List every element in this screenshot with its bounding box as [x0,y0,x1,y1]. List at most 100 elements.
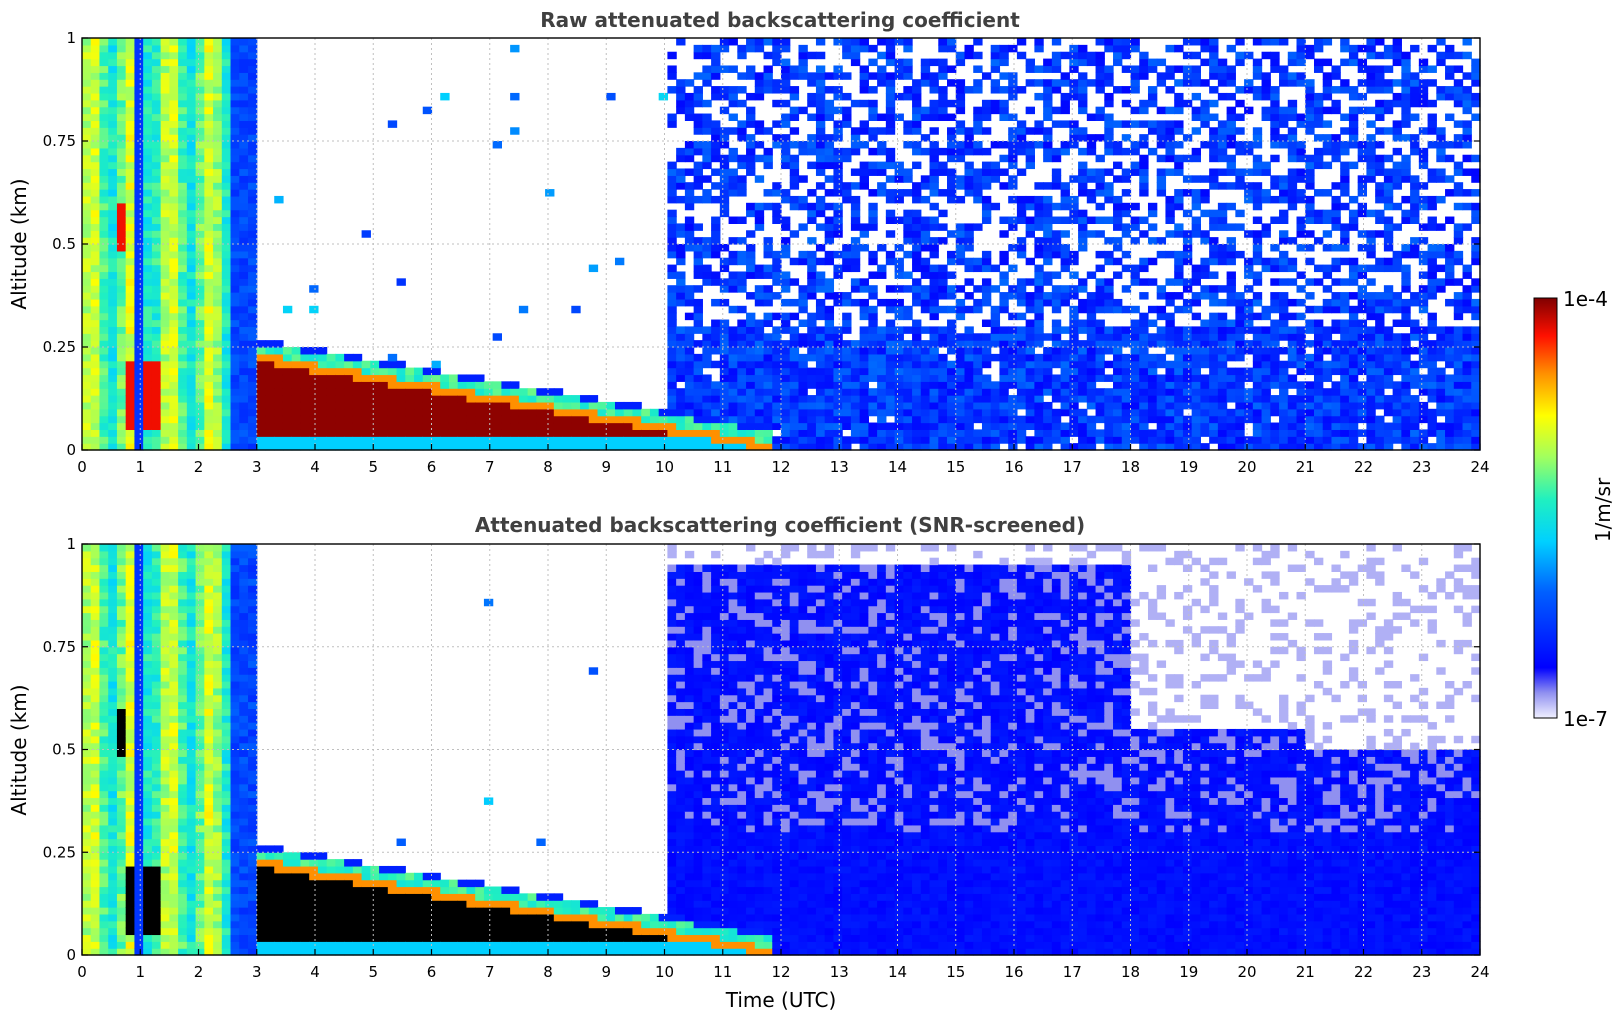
heatmap-cell [868,58,878,67]
heatmap-cell [1252,408,1263,417]
heatmap-cell [169,271,179,279]
heatmap-cell [1060,264,1070,273]
heatmap-cell [1331,106,1341,115]
heatmap-cell [230,134,240,142]
heatmap-cell [885,443,896,451]
heatmap-cell [1060,189,1070,197]
heatmap-cell [282,395,293,403]
heatmap-cell [553,429,564,437]
heatmap-cell [1121,443,1132,451]
heatmap-cell [116,436,127,444]
heatmap-cell [274,422,284,430]
heatmap-cell [588,401,599,410]
heatmap-cell [1043,401,1053,410]
heatmap-cell [82,333,92,341]
heatmap-cell [1174,340,1184,348]
heatmap-cell [824,113,835,121]
heatmap-cell [1270,347,1280,355]
heatmap-cell [256,422,267,430]
heatmap-cell [588,264,599,273]
heatmap-cell [868,312,878,321]
heatmap-cell [772,374,782,382]
heatmap-cell [1331,326,1341,334]
heatmap-cell [387,422,398,430]
heatmap-cell [938,374,948,382]
heatmap-cell [169,401,179,410]
heatmap-cell [108,388,118,396]
heatmap-cell [1209,154,1219,163]
heatmap-cell [1051,395,1062,403]
heatmap-cell [1016,141,1027,149]
heatmap-cell [1025,374,1035,382]
heatmap-cell [116,189,127,197]
heatmap-cell [1357,175,1368,183]
heatmap-cell [719,333,730,341]
heatmap-cell [667,72,677,80]
heatmap-cell [947,250,957,259]
heatmap-cell [204,189,214,197]
heatmap-cell [1060,257,1070,266]
heatmap-cell [1279,429,1289,437]
heatmap-cell [1217,285,1228,293]
heatmap-cell [1182,395,1193,403]
heatmap-cell [1244,340,1254,348]
heatmap-cell [1296,120,1306,128]
heatmap-cell [763,395,773,403]
heatmap-cell [920,353,931,362]
heatmap-cell [230,278,240,286]
heatmap-cell [868,367,878,376]
heatmap-cell [912,401,922,410]
heatmap-cell [1147,202,1158,211]
heatmap-cell [1043,367,1053,376]
heatmap-cell [597,401,607,410]
heatmap-cell [711,381,721,389]
heatmap-cell [1069,408,1079,417]
heatmap-cell [475,401,485,410]
heatmap-cell [772,58,782,67]
heatmap-cell [1156,168,1167,176]
heatmap-cell [842,415,852,424]
heatmap-cell [151,189,162,197]
heatmap-cell [256,388,267,396]
heatmap-cell [1322,120,1333,128]
heatmap-cell [885,79,896,87]
heatmap-cell [938,72,948,80]
heatmap-cell [553,408,564,417]
heatmap-cell [256,340,267,348]
heatmap-cell [1305,381,1315,389]
heatmap-cell [859,120,869,128]
heatmap-cell [134,408,144,417]
heatmap-cell [204,244,214,252]
heatmap-cell [1287,408,1298,417]
heatmap-cell [1226,106,1236,115]
heatmap-cell [352,401,363,410]
heatmap-cell [1357,58,1368,67]
heatmap-cell [763,264,773,273]
heatmap-cell [903,374,913,382]
heatmap-cell [833,415,843,424]
heatmap-cell [711,141,721,149]
heatmap-cell [169,257,179,266]
heatmap-cell [344,415,354,424]
heatmap-cell [728,415,738,424]
heatmap-cell [116,58,127,67]
heatmap-cell [151,44,162,53]
heatmap-cell [929,285,939,293]
heatmap-cell [1270,195,1280,204]
heatmap-cell [649,436,660,444]
heatmap-cell [300,408,310,417]
heatmap-cell [213,92,223,101]
heatmap-cell [1104,65,1114,73]
heatmap-cell [1357,408,1368,417]
heatmap-cell [894,175,904,183]
heatmap-cell [868,285,878,293]
heatmap-cell [719,127,730,135]
heatmap-cell [1252,415,1263,424]
heatmap-cell [143,99,153,108]
heatmap-cell [1313,374,1324,382]
heatmap-cell [396,443,406,451]
heatmap-cell [204,51,214,60]
heatmap-cell [195,271,205,279]
heatmap-cell [1008,244,1018,252]
heatmap-cell [151,113,162,121]
